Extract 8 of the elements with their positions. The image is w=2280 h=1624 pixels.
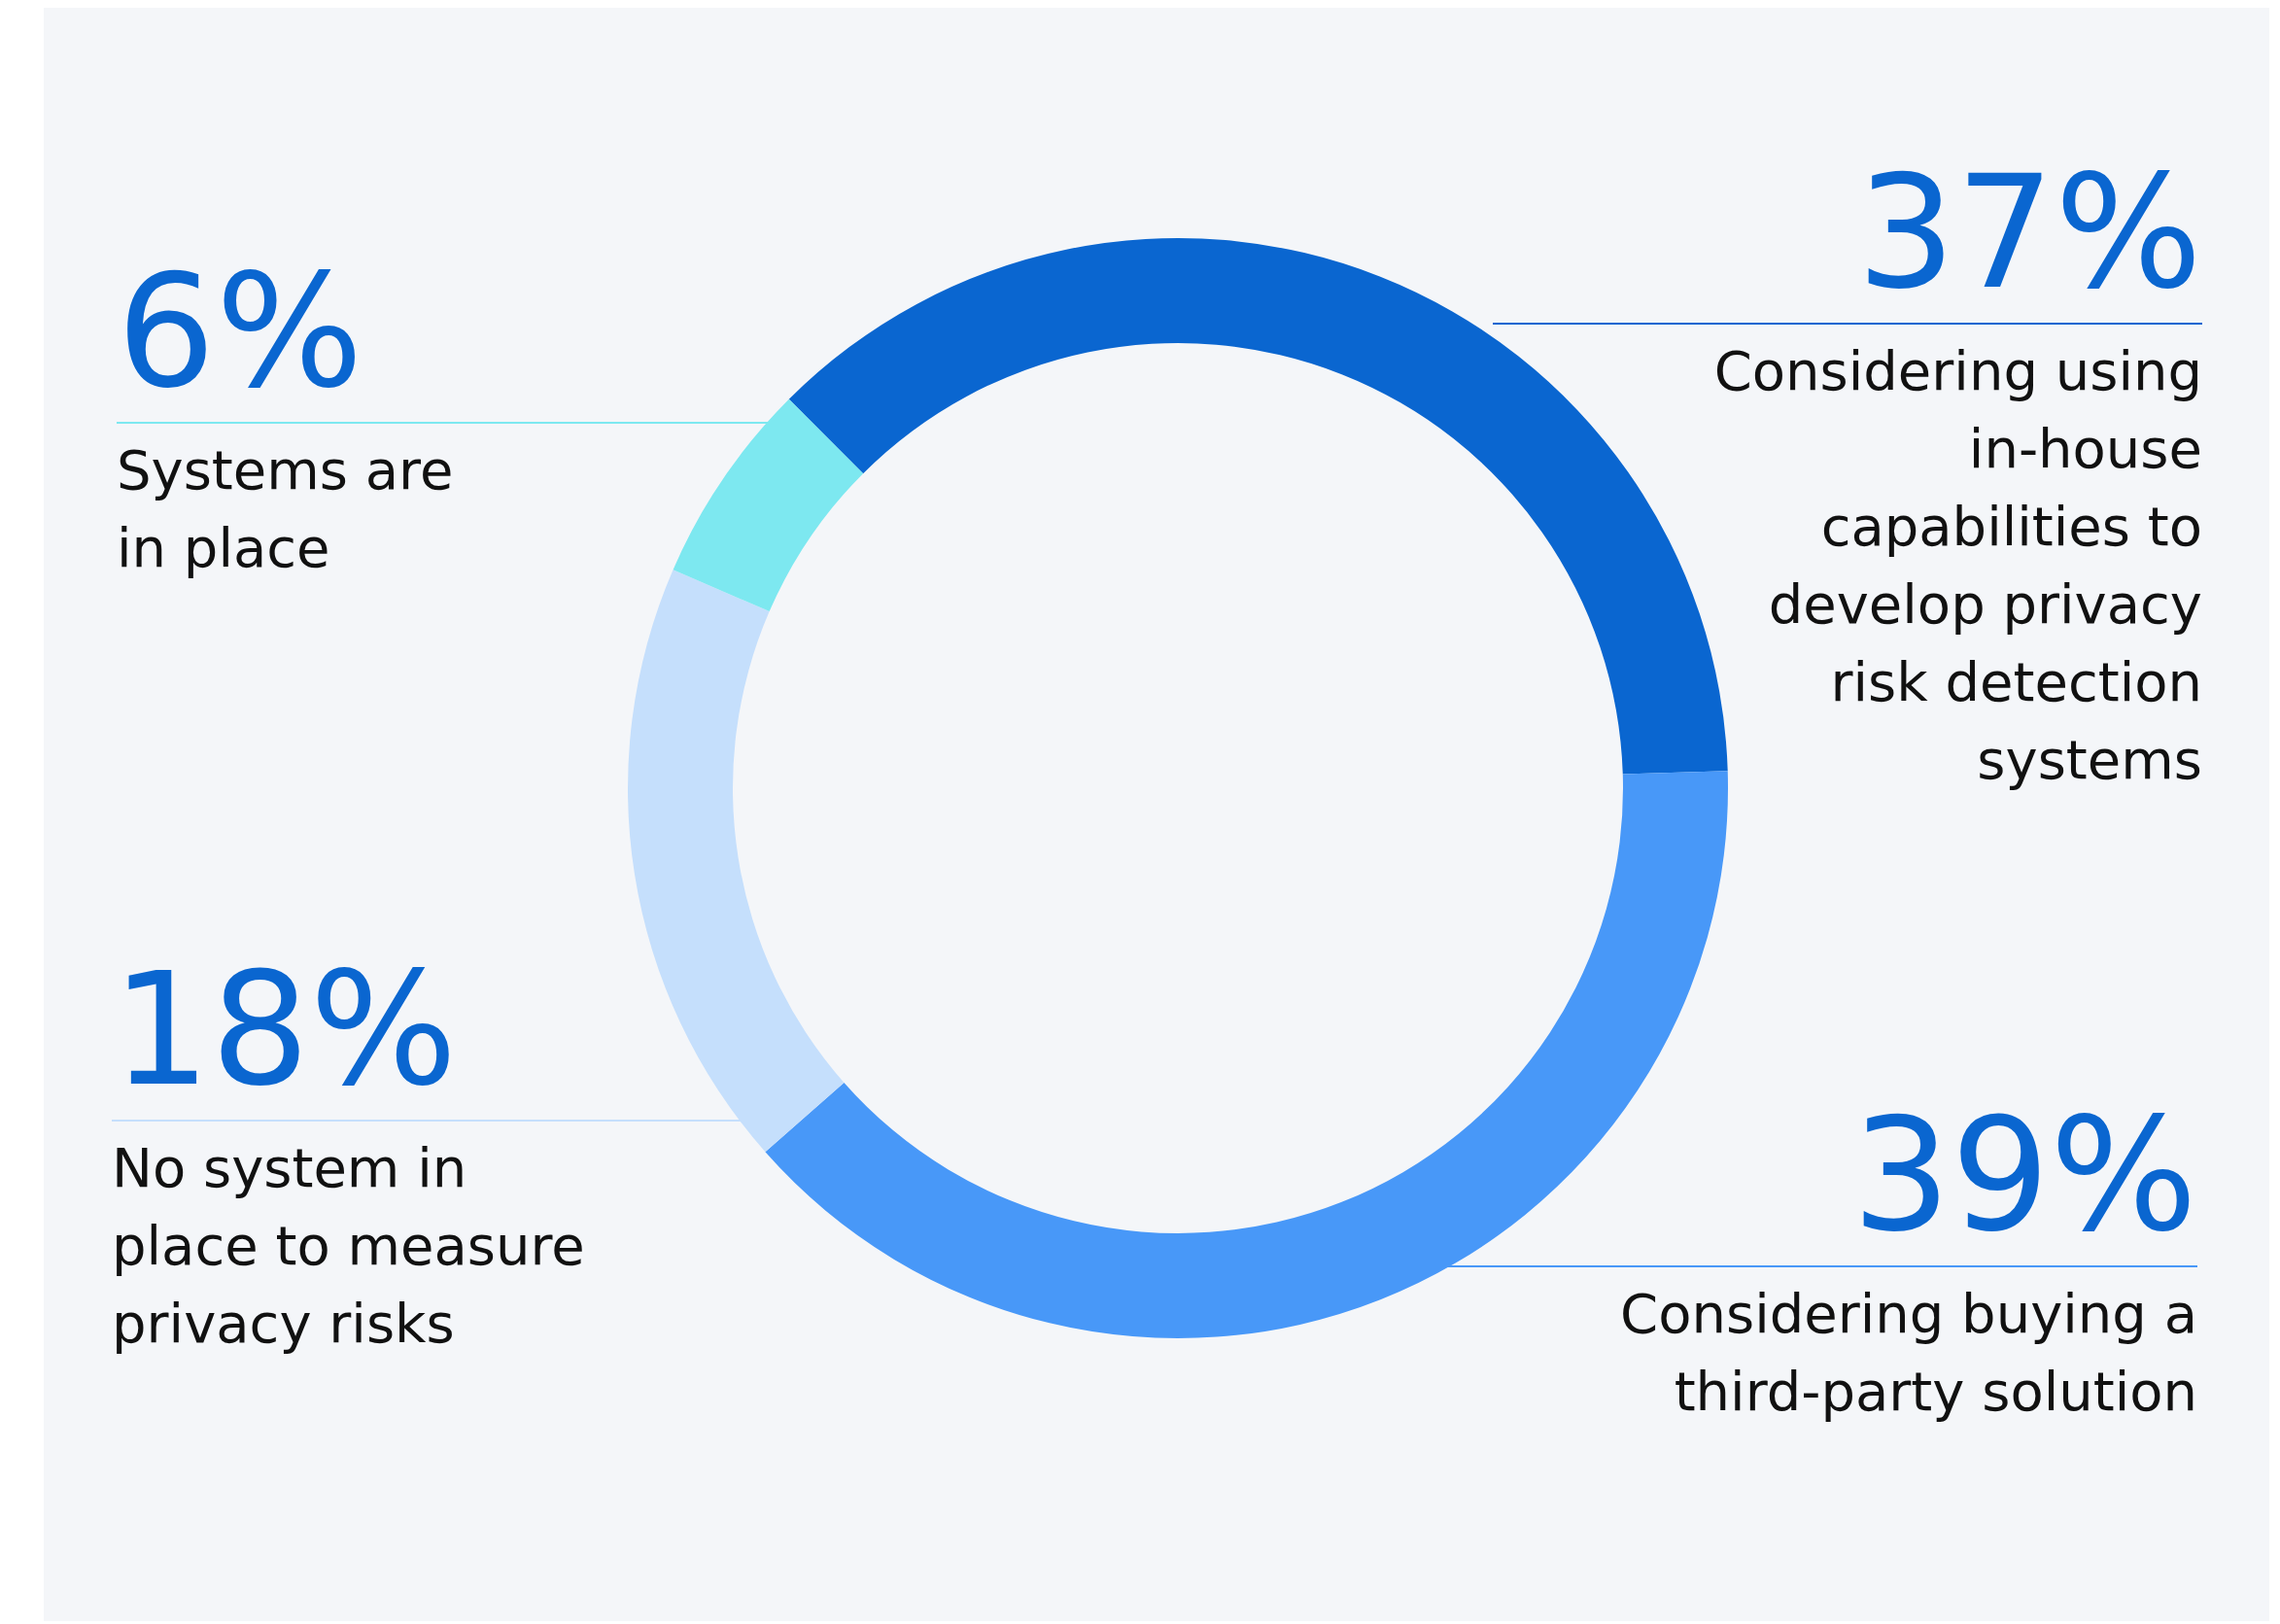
data-label: 6% xyxy=(117,241,364,424)
slice-label: Considering using in-house capabilities to develop privacy risk detection systems xyxy=(1712,338,2202,793)
data-label: 18% xyxy=(112,939,459,1122)
slice-label: Systems are in place xyxy=(117,437,455,581)
slice-label: No system in place to measure privacy risks xyxy=(112,1135,586,1357)
data-label: 39% xyxy=(1850,1085,2197,1267)
data-label: 37% xyxy=(1855,142,2202,325)
slice-label: Considering buying a third-party solution xyxy=(1619,1281,2197,1425)
